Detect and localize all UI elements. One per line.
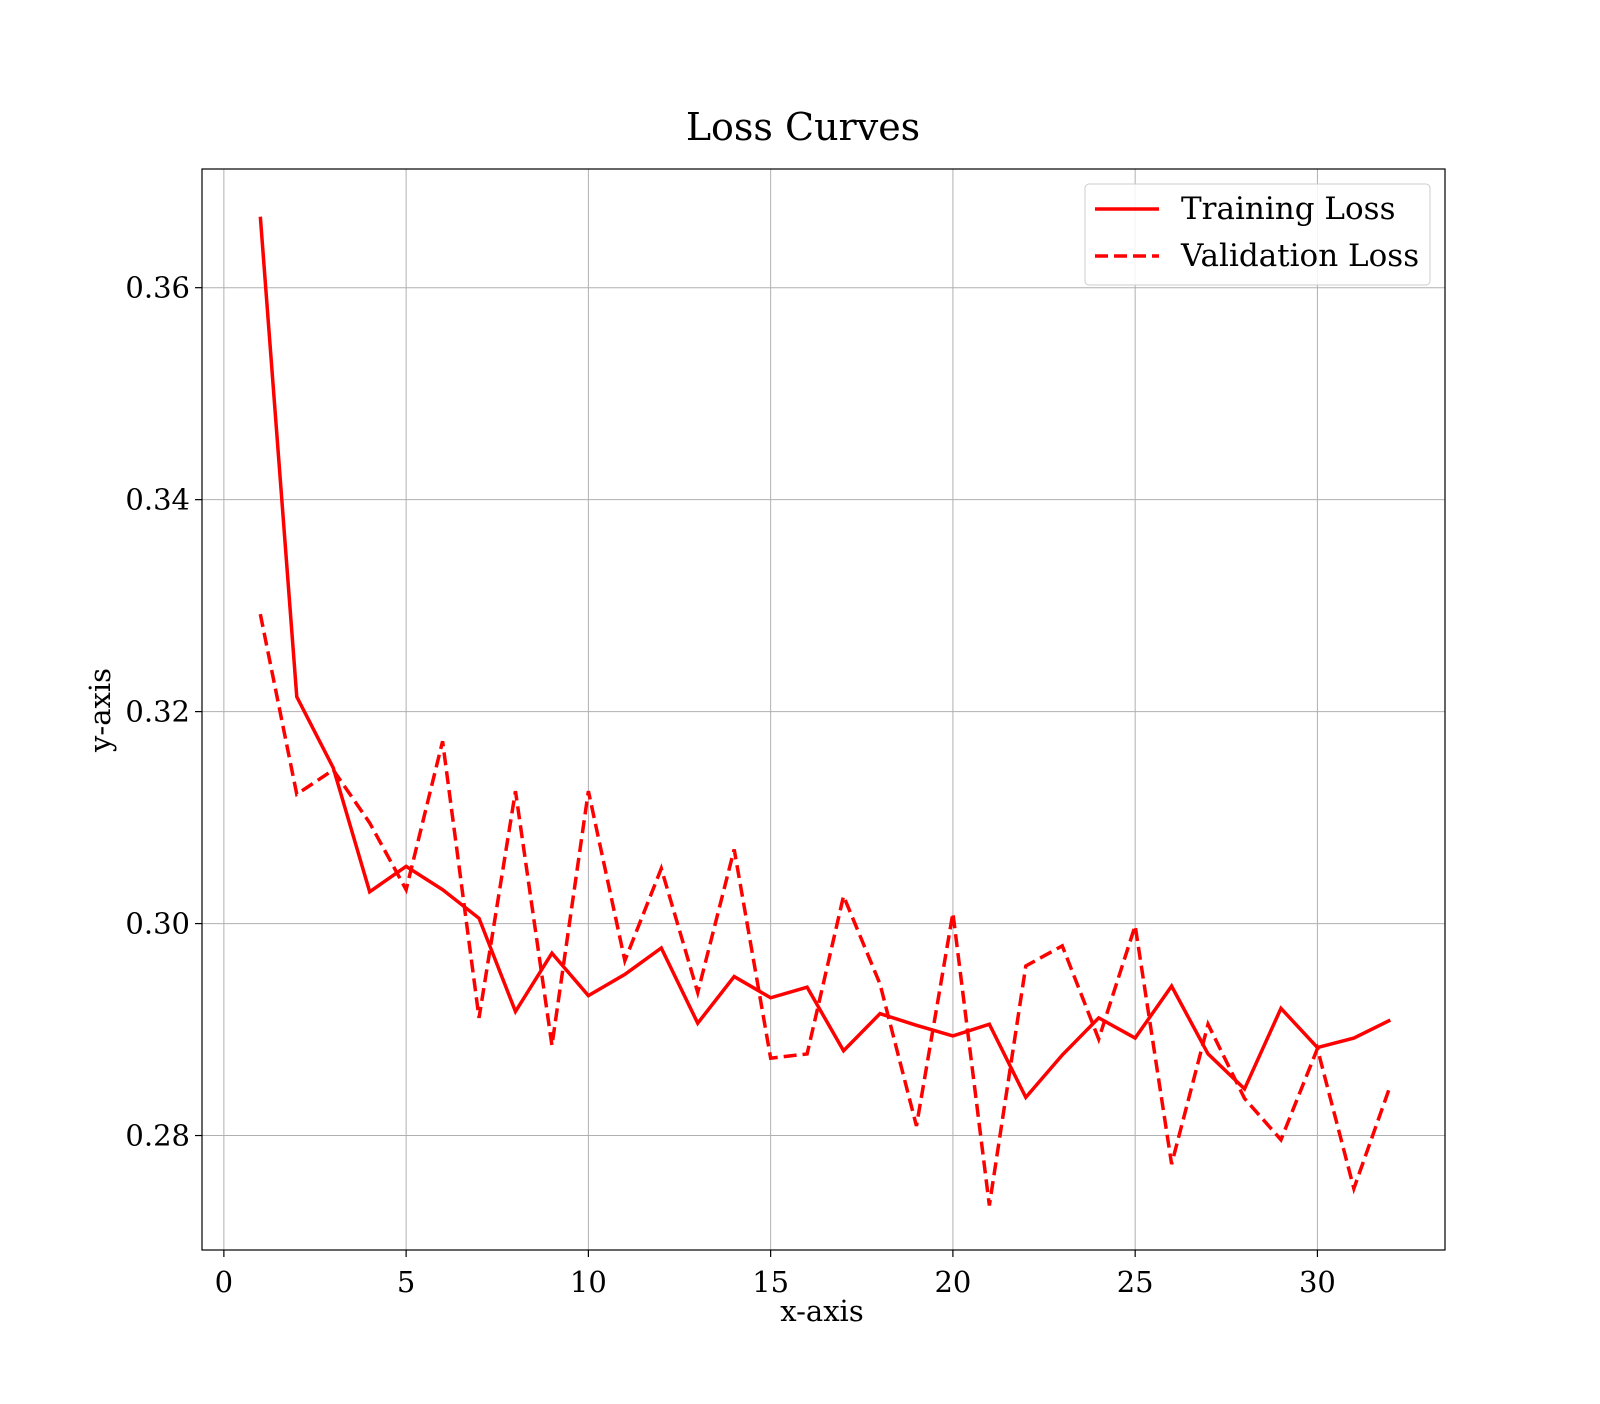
y-tick-label: 0.30	[125, 907, 190, 941]
x-tick-label: 0	[215, 1265, 233, 1299]
x-tick-label: 30	[1299, 1265, 1336, 1299]
x-tick-label: 15	[752, 1265, 789, 1299]
series-line-validation-loss	[258, 613, 1392, 1206]
x-axis-label: x-axis	[780, 1294, 863, 1328]
plot-frame	[201, 168, 1446, 1251]
x-tick-label: 10	[570, 1265, 607, 1299]
legend: Training Loss Validation Loss	[1084, 183, 1431, 286]
grid-lines	[202, 169, 1445, 1250]
y-axis-ticks: 0.28 0.30 0.32 0.34 0.36	[125, 271, 202, 1153]
y-tick-label: 0.32	[125, 695, 190, 729]
x-tick-label: 20	[934, 1265, 971, 1299]
series-line-training-loss	[258, 216, 1392, 1101]
legend-label-training-loss: Training Loss	[1181, 191, 1396, 227]
x-tick-label: 25	[1117, 1265, 1154, 1299]
legend-label-validation-loss: Validation Loss	[1180, 238, 1419, 274]
legend-box	[1084, 183, 1431, 286]
chart-title: Loss Curves	[686, 105, 920, 149]
y-tick-label: 0.34	[125, 483, 190, 517]
x-tick-label: 5	[397, 1265, 415, 1299]
y-tick-label: 0.36	[125, 271, 190, 305]
y-tick-label: 0.28	[125, 1119, 190, 1153]
series-lines	[258, 216, 1392, 1206]
y-axis-label: y-axis	[83, 668, 117, 753]
x-axis-ticks: 0 5 10 15 20 25 30	[215, 1250, 1336, 1299]
